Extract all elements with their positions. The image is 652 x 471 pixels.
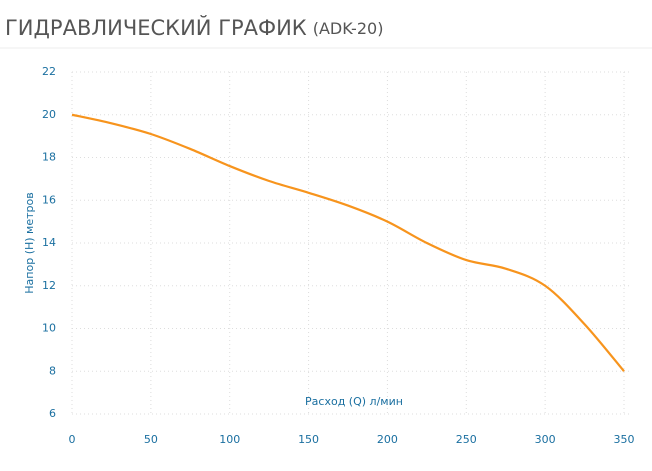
x-tick-label: 150 [298, 433, 319, 446]
y-tick-label: 14 [42, 236, 56, 249]
x-tick-label: 50 [144, 433, 158, 446]
title-text: ГИДРАВЛИЧЕСКИЙ ГРАФИК [5, 15, 307, 40]
y-tick-label: 12 [42, 279, 56, 292]
x-tick-label: 250 [456, 433, 477, 446]
series-line [71, 113, 625, 372]
y-tick-label: 10 [42, 322, 56, 335]
x-axis-label: Расход (Q) л/мин [305, 395, 403, 408]
x-tick-label: 350 [614, 433, 635, 446]
x-tick-label: 100 [219, 433, 240, 446]
y-axis-label: Напор (H) метров [23, 192, 36, 293]
x-tick-label: 300 [535, 433, 556, 446]
y-tick-label: 22 [42, 65, 56, 78]
subtitle-text: (ADK-20) [313, 19, 384, 38]
y-tick-label: 8 [49, 364, 56, 377]
x-tick-label: 0 [69, 433, 76, 446]
y-tick-label: 18 [42, 151, 56, 164]
y-tick-label: 20 [42, 108, 56, 121]
x-tick-label: 200 [377, 433, 398, 446]
y-tick-label: 16 [42, 193, 56, 206]
y-tick-label: 6 [49, 407, 56, 420]
chart-title: ГИДРАВЛИЧЕСКИЙ ГРАФИК (ADK-20) [5, 15, 383, 40]
